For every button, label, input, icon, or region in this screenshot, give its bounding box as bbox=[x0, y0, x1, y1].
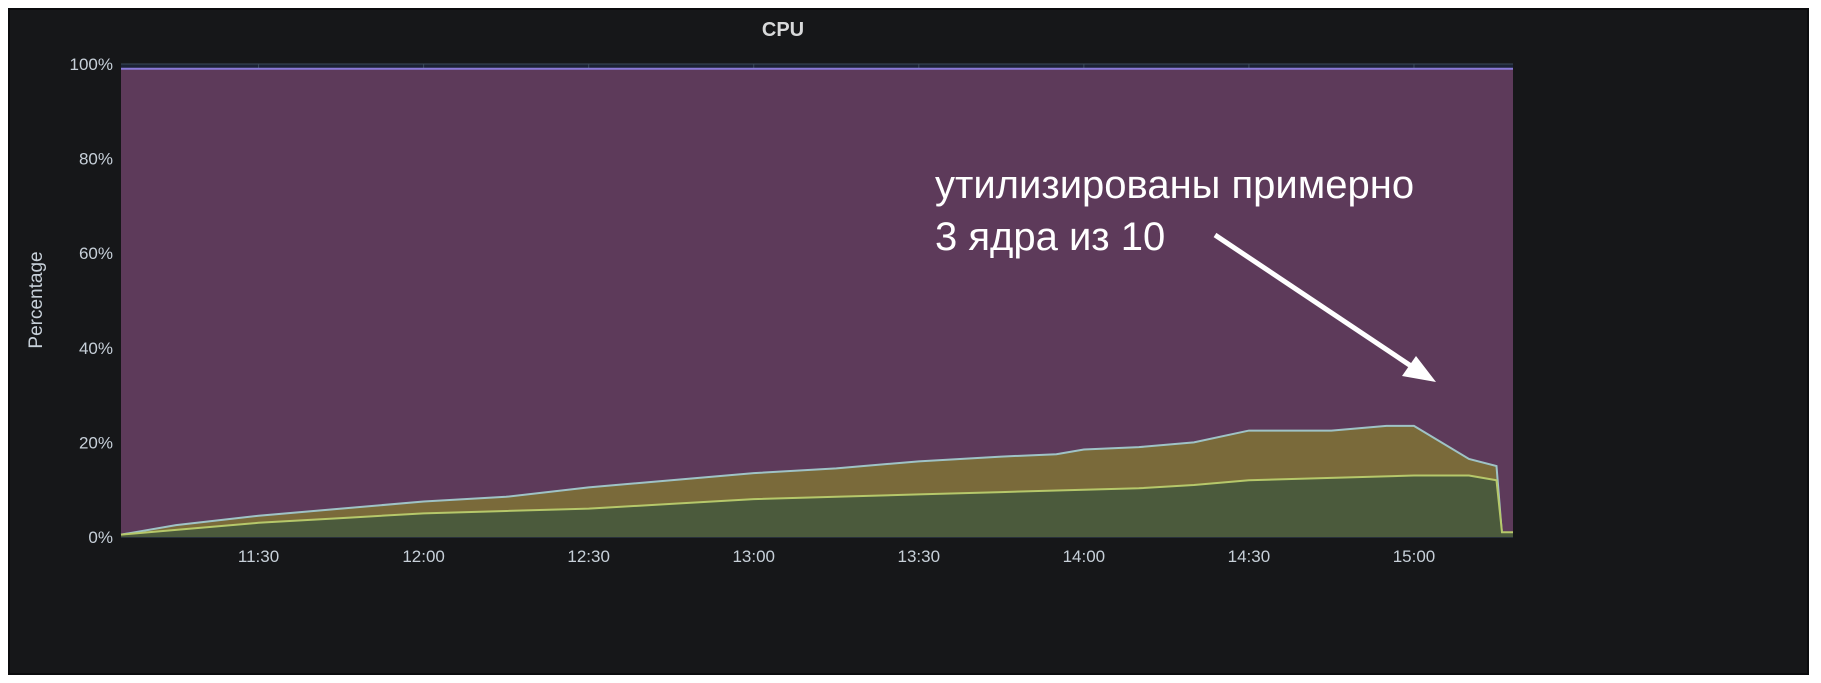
annotation-arrow bbox=[1213, 232, 1436, 382]
annotation-line-2: 3 ядра из 10 bbox=[935, 215, 1165, 259]
y-axis-label: Percentage bbox=[26, 251, 47, 348]
x-tick-label: 14:30 bbox=[1228, 547, 1271, 566]
x-tick-label: 12:30 bbox=[567, 547, 610, 566]
x-axis-ticks: 11:30 12:00 12:30 13:00 13:30 14:00 14:30 15:00 bbox=[238, 547, 1435, 566]
series-0-area bbox=[121, 475, 1513, 537]
x-tick-label: 13:30 bbox=[898, 547, 941, 566]
series-0-line bbox=[120, 474, 1513, 536]
x-tick-label: 12:00 bbox=[402, 547, 445, 566]
y-tick-label: 100% bbox=[70, 55, 113, 74]
annotation-line-1: утилизированы примерно bbox=[935, 163, 1414, 207]
y-tick-label: 40% bbox=[79, 339, 113, 358]
series-2-area bbox=[121, 68, 1513, 538]
series-areas bbox=[120, 67, 1513, 538]
y-tick-label: 20% bbox=[79, 433, 113, 452]
x-tick-label: 15:00 bbox=[1393, 547, 1436, 566]
x-tick-label: 14:00 bbox=[1063, 547, 1106, 566]
x-tick-label: 13:00 bbox=[732, 547, 775, 566]
y-axis-ticks: 0% 20% 40% 60% 80% 100% bbox=[70, 55, 113, 547]
chart-title: CPU bbox=[762, 19, 804, 41]
y-tick-label: 60% bbox=[79, 244, 113, 263]
series-1-line bbox=[120, 424, 1513, 536]
y-tick-label: 80% bbox=[79, 150, 113, 169]
cpu-chart: 0%20%40%60%80%100% 11:30 12:00 12:30 13:00 1… bbox=[26, 19, 1513, 566]
cpu-panel: 0% 20% 40% 60% 80% 100% 11:30 12:00 12:30 13:00 1… bbox=[8, 8, 1809, 675]
y-tick-label: 0% bbox=[88, 528, 113, 547]
x-tick-label: 11:30 bbox=[238, 547, 279, 566]
